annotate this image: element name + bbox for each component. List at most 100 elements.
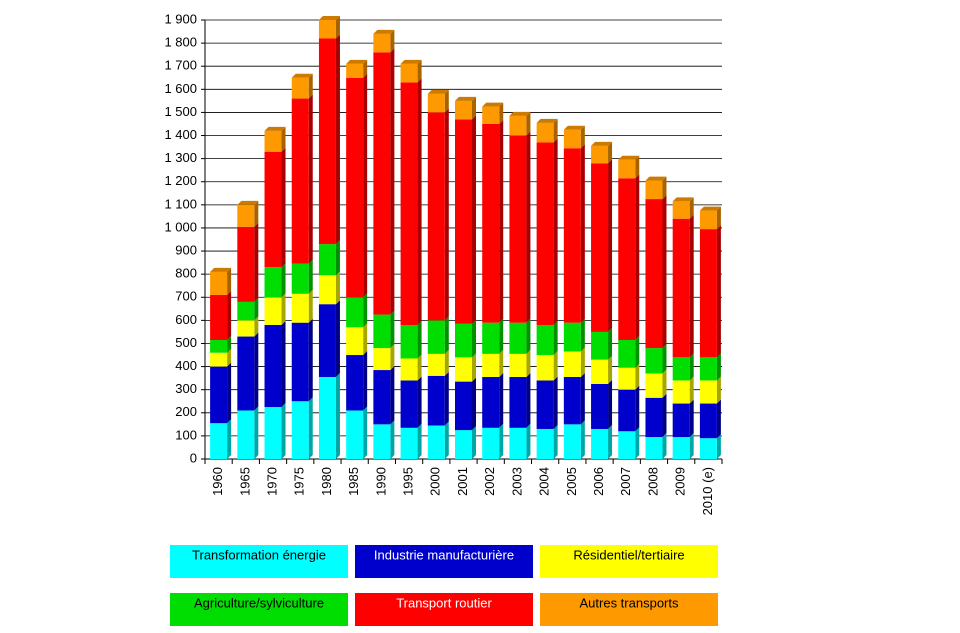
bar-side [417,354,422,381]
bar-side [254,406,259,459]
bar-segment [455,119,472,324]
bar-segment [346,410,364,459]
bar-top [482,102,504,107]
bar-top [699,206,721,211]
bar-segment [645,437,663,459]
bar-side [363,323,368,356]
bar-side [499,372,504,428]
bar-side [308,318,313,402]
bar-side [716,376,721,404]
bar-segment [373,424,391,459]
legend-swatch [540,545,718,578]
bar-side [390,29,395,53]
bar-segment [509,115,527,136]
bar-segment [672,201,690,219]
bar-side [716,206,721,230]
bar-segment [591,145,609,164]
bar-side [499,423,504,459]
bar-side [390,310,395,349]
bar-segment [563,129,581,149]
bar-top [536,118,558,123]
bar-segment [373,348,391,371]
bar-side [716,353,721,381]
bar-segment [645,199,663,349]
y-tick-label: 1 400 [164,127,197,142]
bar-side [281,263,286,298]
y-tick-label: 100 [175,427,197,442]
bar-segment [237,410,255,459]
y-tick-label: 400 [175,358,197,373]
legend-swatch [170,593,348,626]
bar-segment [536,324,554,356]
x-tick-label: 1995 [401,467,416,496]
bar-side [689,197,694,219]
bar-side [553,118,558,143]
bar-side [635,155,640,179]
bar-segment [346,77,364,298]
bar-segment [264,151,282,268]
bar-side [390,344,395,371]
bar-segment [536,380,554,429]
x-tick-label: 2008 [645,467,660,496]
bar-side [390,420,395,459]
bar-segment [699,438,717,459]
bar-side [662,344,667,374]
legend-label: Agriculture/sylviculture [194,595,324,610]
x-tick-label: 2004 [537,467,552,496]
bar-side [308,73,313,99]
legend-swatch [540,593,718,626]
x-tick-label: 1970 [264,467,279,496]
bar-side [499,318,504,354]
bar-side [335,300,340,377]
bar-side [308,94,313,264]
bar-segment [482,353,500,377]
bar-segment [509,322,527,354]
bar-side [499,102,504,124]
bar-side [444,316,449,354]
legend-label: Transformation énergie [192,547,326,562]
bar-segment [210,294,228,341]
bar-side [335,271,340,305]
bar-segment [210,352,228,367]
bar-side [608,159,613,332]
bar-segment [400,427,418,459]
bar-side [580,144,585,323]
bar-side [227,267,232,295]
x-tick-label: 1960 [210,467,225,496]
legend-label: Industrie manufacturière [374,547,514,562]
bar-side [526,111,531,136]
y-tick-label: 1 500 [164,104,197,119]
legend-swatch [355,593,533,626]
bar-top [427,89,449,94]
bar-segment [618,178,636,341]
bar-side [553,424,558,459]
bar-side [227,348,232,367]
bar-segment [400,358,418,381]
bar-side [553,320,558,356]
bar-side [254,332,259,411]
bar-segment [455,430,472,459]
x-tick-label: 1985 [346,467,361,496]
bar-top [400,59,422,64]
bar-segment [672,380,690,404]
bar-segment [291,322,309,402]
x-tick-label: 2002 [482,467,497,496]
bar-segment [509,376,527,428]
bar-side [580,347,585,377]
bar-side [635,174,640,341]
bar-segment [591,428,609,459]
bar-side [417,78,422,325]
bar-side [417,376,422,428]
bar-top [264,126,286,131]
bar-side [363,406,368,459]
bar-side [499,119,504,323]
bar-segment [672,357,690,381]
bar-segment [645,397,663,438]
bar-segment [536,142,554,325]
bar-segment [536,355,554,381]
bar-side [281,403,286,459]
bar-segment [373,314,391,349]
bar-side [472,426,476,459]
bar-top [291,73,313,78]
